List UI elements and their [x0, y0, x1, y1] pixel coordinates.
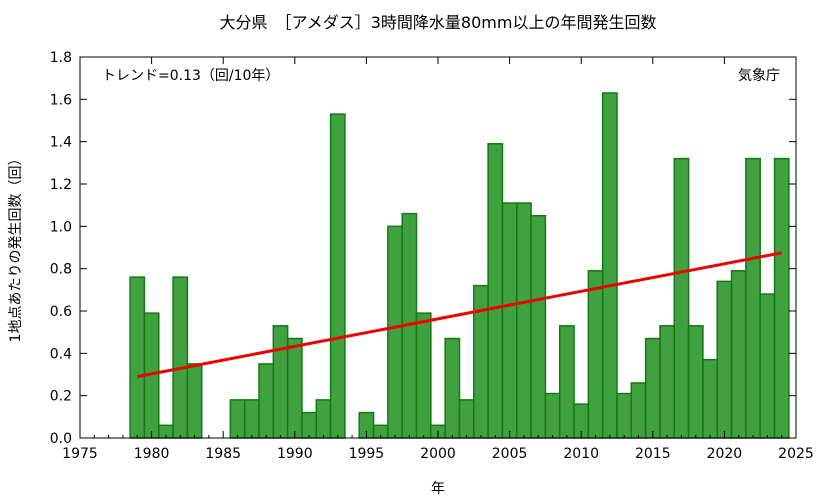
x-tick-label-2005: 2005 [492, 446, 528, 462]
trend-line [136, 251, 782, 379]
x-tick-label-2010: 2010 [563, 446, 599, 462]
y-tick-label-0.2: 0.2 [50, 389, 72, 405]
x-tick-label-1995: 1995 [349, 446, 385, 462]
x-tick-label-2015: 2015 [635, 446, 671, 462]
bar-1982 [172, 276, 189, 439]
x-tick-label-2025: 2025 [778, 446, 814, 462]
x-axis-label: 年 [431, 481, 445, 497]
x-tick-label-1975: 1975 [62, 446, 98, 462]
chart-title: 大分県 ［アメダス］3時間降水量80mm以上の年間発生回数 [220, 13, 657, 32]
bar-1986 [229, 399, 246, 439]
bar-2005 [501, 202, 518, 439]
y-axis-label: 1地点あたりの発生回数（回） [8, 152, 24, 343]
y-tick-label-0.0: 0.0 [50, 431, 72, 447]
bar-1979 [129, 276, 146, 439]
bar-2022 [745, 157, 761, 439]
x-tick-label-1990: 1990 [277, 446, 313, 462]
y-tick-label-0.4: 0.4 [50, 346, 72, 362]
x-axis: 1975 1980 1985 1990 1995 2000 2005 2010 2015 2020… [62, 57, 814, 462]
bar-2018 [687, 325, 704, 439]
bar-1992 [315, 399, 332, 439]
x-tick-label-1985: 1985 [205, 446, 241, 462]
bar-1988 [258, 363, 275, 439]
bar-2017 [673, 157, 690, 439]
bar-2008 [544, 392, 561, 439]
bar-2016 [659, 325, 676, 439]
bar-2024 [773, 157, 790, 439]
x-tick-label-2020: 2020 [707, 446, 743, 462]
bar-2014 [630, 382, 647, 439]
bar-2011 [587, 270, 604, 439]
bar-2002 [458, 399, 475, 439]
bar-2001 [444, 337, 461, 439]
bar-1990 [286, 337, 303, 439]
bar-2021 [730, 270, 747, 439]
y-tick-label-1.6: 1.6 [50, 92, 72, 108]
bar-2009 [558, 325, 575, 439]
y-tick-label-1.2: 1.2 [50, 177, 72, 193]
y-tick-label-0.8: 0.8 [50, 262, 72, 278]
bar-2013 [616, 392, 633, 439]
y-axis: 0.0 0.2 0.4 0.6 0.8 1.0 1.2 1.4 1.6 1.8 [50, 50, 796, 447]
bar-1991 [301, 411, 318, 439]
bar-2006 [516, 202, 532, 439]
x-tick-label-1980: 1980 [134, 446, 170, 462]
x-tick-label-2000: 2000 [420, 446, 456, 462]
trend-group [136, 251, 782, 379]
y-tick-label-0.6: 0.6 [50, 304, 72, 320]
bar-2015 [644, 337, 661, 439]
bar-1987 [243, 399, 260, 439]
bar-1997 [387, 225, 403, 439]
trend-annotation: トレンド=0.13（回/10年） [102, 68, 279, 84]
bar-1999 [415, 312, 432, 439]
bar-1983 [186, 363, 203, 439]
bar-2012 [601, 92, 618, 439]
bar-2004 [487, 143, 504, 439]
bar-2023 [759, 293, 776, 439]
bar-2019 [702, 358, 718, 439]
bar-1989 [272, 325, 289, 439]
y-tick-label-1.0: 1.0 [50, 219, 72, 235]
y-tick-label-1.4: 1.4 [50, 135, 72, 151]
bar-2007 [530, 215, 547, 439]
bars-group [129, 92, 790, 439]
bar-1993 [329, 113, 346, 439]
y-tick-label-1.8: 1.8 [50, 50, 72, 66]
source-annotation: 気象庁 [738, 68, 780, 84]
bar-2020 [716, 280, 733, 439]
